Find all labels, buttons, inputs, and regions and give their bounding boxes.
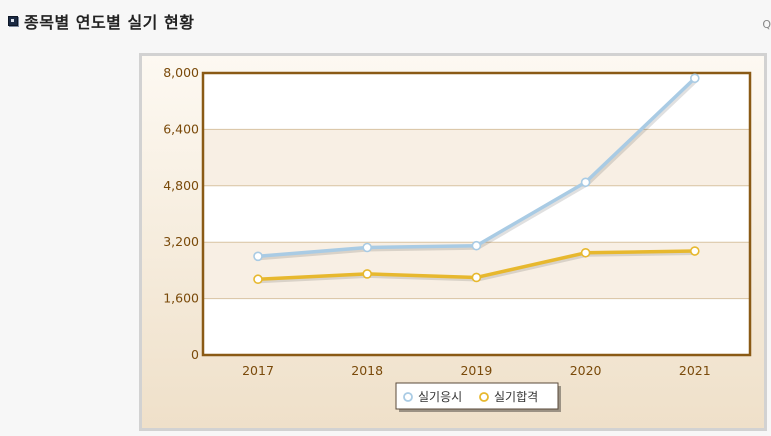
x-tick-label: 2017 xyxy=(242,363,274,378)
data-point xyxy=(580,247,591,258)
data-point xyxy=(471,240,482,251)
data-point xyxy=(362,269,372,279)
x-tick-label: 2019 xyxy=(460,363,492,378)
y-tick-label: 4,800 xyxy=(163,178,199,193)
y-tick-label: 6,400 xyxy=(163,121,199,136)
legend-label: 실기응시 xyxy=(418,390,462,404)
y-tick-label: 0 xyxy=(191,347,199,362)
data-point xyxy=(689,246,700,256)
bullet-icon xyxy=(8,16,18,26)
corner-text: Q xyxy=(762,18,771,31)
data-point xyxy=(471,272,482,283)
y-tick-label: 3,200 xyxy=(163,234,199,249)
x-tick-label: 2018 xyxy=(351,363,383,378)
x-tick-label: 2021 xyxy=(679,363,711,378)
x-tick-label: 2020 xyxy=(570,363,602,378)
plot-border xyxy=(201,71,752,357)
data-point xyxy=(253,274,263,285)
data-point xyxy=(253,251,263,262)
legend-box xyxy=(395,382,559,410)
page-heading: 종목별 연도별 실기 현황 xyxy=(8,10,194,32)
page-title: 종목별 연도별 실기 현황 xyxy=(24,13,195,32)
legend-marker xyxy=(403,392,413,402)
plot-band xyxy=(203,129,750,186)
data-point xyxy=(580,177,591,188)
data-point xyxy=(689,73,700,84)
chart-panel: 0 1,600 3,200 4,800 6,400 8,000 2017 2018 2019 20… xyxy=(139,53,767,431)
plot-area xyxy=(203,73,750,355)
data-point xyxy=(362,242,372,253)
line-chart: 0 1,600 3,200 4,800 6,400 8,000 2017 2018 2019 20… xyxy=(163,65,752,412)
legend-label: 실기합격 xyxy=(494,390,538,404)
y-tick-label: 8,000 xyxy=(163,65,199,80)
legend-marker xyxy=(479,392,489,402)
y-tick-label: 1,600 xyxy=(163,291,199,306)
legend: 실기응시 실기합격 xyxy=(395,382,561,412)
